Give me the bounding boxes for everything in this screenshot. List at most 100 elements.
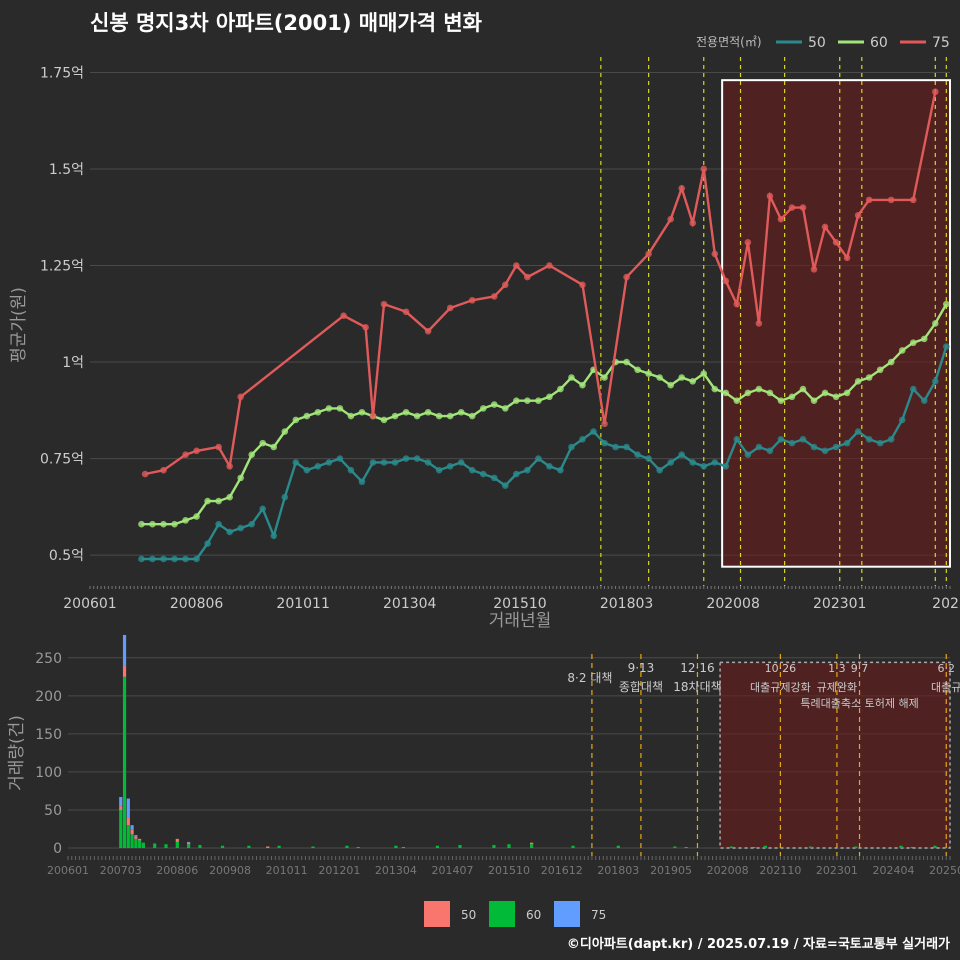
bar-60 — [933, 845, 937, 848]
x-tick-label: 202008 — [706, 596, 759, 612]
annotation-date: 9·13 — [628, 661, 655, 675]
price-chart-panel: 0.5억 0.75억 1억 1.25억 1.5억 1.75억 200601 200806 201… — [40, 57, 960, 612]
bar-x-tick-label: 200703 — [100, 864, 142, 877]
bar-highlight-box — [719, 661, 951, 849]
data-point-50 — [909, 385, 917, 393]
bar-60 — [138, 840, 142, 848]
data-point-60 — [501, 405, 509, 412]
bar-60 — [164, 844, 168, 848]
bar-60 — [808, 846, 813, 848]
data-point-60 — [920, 335, 928, 343]
data-point-50 — [535, 455, 542, 462]
bar-50 — [910, 847, 914, 848]
data-point-60 — [634, 366, 641, 374]
bar-75 — [356, 847, 360, 848]
data-point-50 — [920, 397, 928, 404]
bar-50 — [130, 829, 134, 835]
data-point-60 — [490, 401, 498, 408]
top-legend: 전용면적(㎡) 50 60 75 — [696, 35, 950, 51]
data-point-60 — [821, 389, 829, 397]
annotation-date: 9·7 — [851, 662, 869, 675]
bar-75 — [130, 825, 134, 830]
data-point-50 — [579, 435, 586, 443]
bar-75 — [187, 841, 191, 843]
data-point-75 — [579, 281, 586, 289]
bar-x-tick-label: 202404 — [872, 864, 914, 877]
data-point-60 — [435, 412, 443, 420]
data-point-75 — [141, 470, 149, 478]
bar-x-tick-label: 201201 — [318, 864, 360, 877]
bar-y-tick-label: 200 — [35, 689, 62, 705]
data-point-60 — [909, 339, 917, 347]
data-point-50 — [876, 439, 884, 447]
data-point-50 — [634, 451, 641, 459]
data-point-50 — [854, 428, 862, 435]
x-tick-label: 2025 — [932, 596, 960, 612]
data-point-50 — [336, 455, 344, 462]
bar-50 — [175, 838, 179, 842]
y-tick-label: 1.75억 — [40, 65, 84, 81]
bar-50 — [187, 842, 191, 845]
bar-x-tick-label: 201304 — [375, 864, 417, 877]
bar-x-tick-label: 202110 — [759, 864, 801, 877]
data-point-50 — [513, 470, 520, 478]
data-point-75 — [369, 412, 377, 420]
bar-x-tick-label: 202008 — [707, 864, 749, 877]
data-point-60 — [336, 405, 344, 412]
data-point-50 — [490, 474, 498, 482]
bar-50 — [266, 846, 270, 848]
data-point-60 — [226, 493, 233, 501]
bar-x-tick-label: 201510 — [488, 864, 530, 877]
data-point-60 — [777, 397, 785, 404]
data-point-50 — [413, 455, 421, 462]
data-point-60 — [446, 412, 454, 420]
bar-60 — [141, 842, 145, 848]
bar-60 — [311, 846, 315, 848]
data-point-60 — [281, 428, 289, 435]
data-point-50 — [744, 451, 752, 459]
data-point-60 — [623, 358, 630, 366]
annotation-label: 대출규 — [931, 681, 960, 694]
bar-75 — [126, 798, 130, 818]
bar-50 — [119, 806, 123, 810]
top-ylabel: 평균가(원) — [9, 287, 29, 363]
data-point-75 — [446, 304, 454, 312]
bar-x-tick-label: 201612 — [541, 864, 583, 877]
data-point-75 — [513, 262, 520, 269]
data-point-60 — [391, 412, 399, 420]
data-point-50 — [314, 462, 322, 470]
bottom-legend: 50 60 75 — [424, 901, 606, 927]
data-point-50 — [149, 555, 156, 563]
data-point-75 — [226, 462, 233, 470]
bar-60 — [153, 843, 157, 848]
bar-60 — [122, 676, 127, 848]
data-point-60 — [799, 385, 807, 393]
data-point-60 — [943, 300, 950, 308]
bar-60 — [492, 844, 496, 848]
data-point-75 — [722, 277, 730, 285]
bottom-legend-label-50: 50 — [461, 908, 476, 922]
data-point-50 — [204, 540, 211, 547]
data-point-50 — [358, 478, 366, 486]
volume-chart-panel: 0 50 100 150 200 250 200601 200703 200806 200908 2… — [35, 634, 960, 877]
data-point-60 — [887, 358, 895, 366]
data-point-50 — [248, 520, 256, 528]
data-point-75 — [777, 215, 785, 223]
data-point-75 — [424, 327, 432, 335]
data-point-75 — [810, 266, 818, 273]
data-point-75 — [237, 393, 244, 401]
data-point-50 — [215, 520, 222, 528]
data-point-50 — [799, 435, 807, 443]
data-point-75 — [182, 451, 189, 459]
bar-x-tick-label: 201905 — [650, 864, 692, 877]
data-point-60 — [524, 397, 531, 404]
data-point-60 — [358, 408, 366, 416]
data-point-50 — [689, 459, 697, 466]
data-point-60 — [689, 378, 697, 385]
annotation-label: 규제완화 — [817, 681, 857, 694]
data-point-50 — [259, 505, 267, 513]
bottom-ylabel: 거래량(건) — [7, 715, 27, 791]
bottom-legend-label-75: 75 — [591, 908, 606, 922]
data-point-60 — [678, 374, 686, 381]
